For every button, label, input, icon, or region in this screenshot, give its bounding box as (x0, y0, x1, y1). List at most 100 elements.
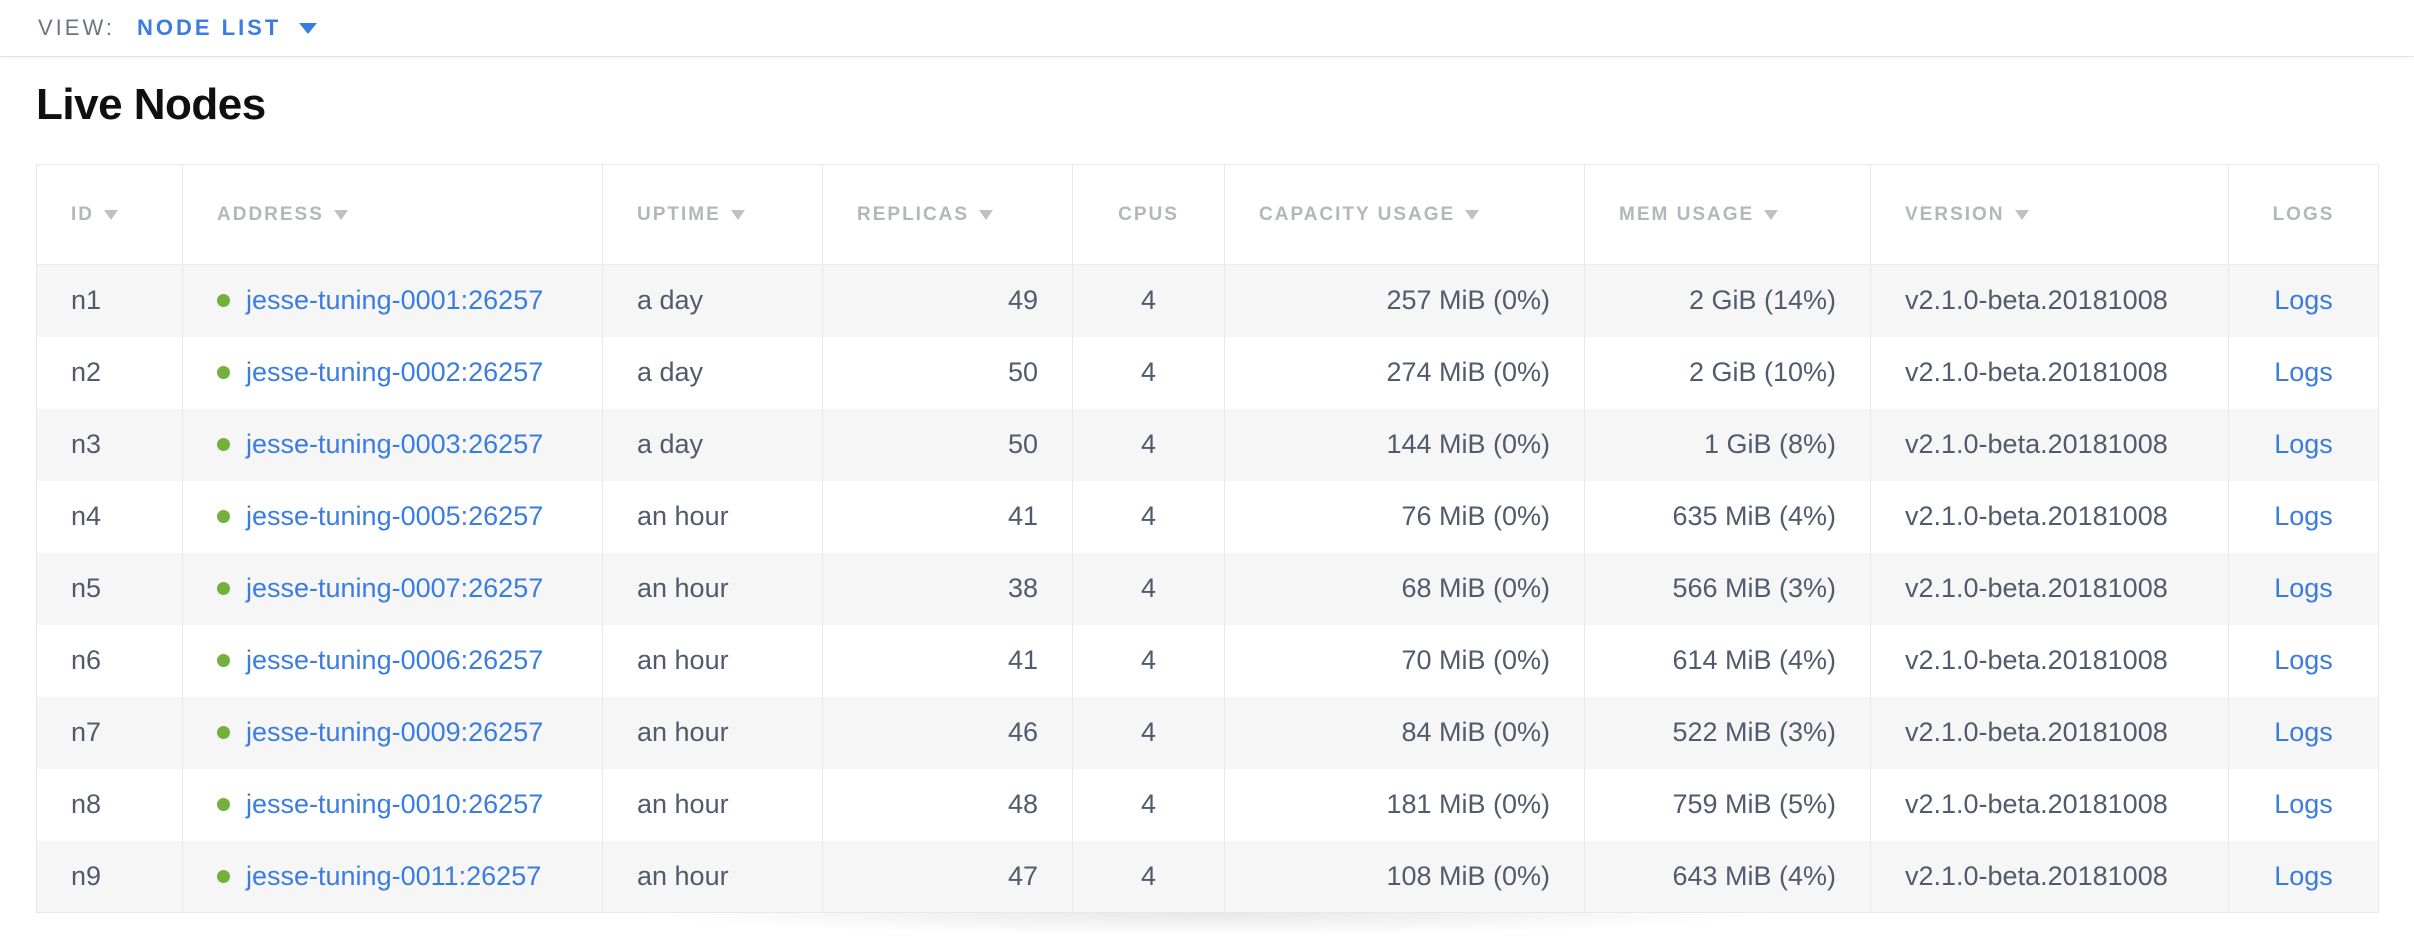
sort-desc-icon (2015, 210, 2029, 220)
cell-mem: 759 MiB (5%) (1585, 769, 1871, 841)
node-logs-link[interactable]: Logs (2274, 573, 2333, 603)
live-nodes-table: IDADDRESSUPTIME REPLICAS CPUS CAPACITY USAG… (36, 164, 2378, 913)
cell-uptime: an hour (603, 769, 823, 841)
cell-logs: Logs (2229, 337, 2379, 409)
table-row-n9: n9jesse-tuning-0011:26257an hour474108 M… (37, 841, 2379, 913)
node-address-link[interactable]: jesse-tuning-0003:26257 (246, 429, 543, 459)
cell-cpus: 4 (1073, 841, 1225, 913)
cell-capacity: 144 MiB (0%) (1225, 409, 1585, 481)
cell-address: jesse-tuning-0007:26257 (183, 553, 603, 625)
table-row-n4: n4jesse-tuning-0005:26257an hour41476 Mi… (37, 481, 2379, 553)
cell-address: jesse-tuning-0003:26257 (183, 409, 603, 481)
cell-mem: 643 MiB (4%) (1585, 841, 1871, 913)
cell-logs: Logs (2229, 769, 2379, 841)
cell-logs: Logs (2229, 625, 2379, 697)
node-address-link[interactable]: jesse-tuning-0005:26257 (246, 501, 543, 531)
cell-version: v2.1.0-beta.20181008 (1871, 769, 2229, 841)
cell-id: n7 (37, 697, 183, 769)
cell-replicas: 41 (823, 625, 1073, 697)
cell-mem: 566 MiB (3%) (1585, 553, 1871, 625)
column-header-replicas[interactable]: REPLICAS (823, 165, 1073, 265)
cell-mem: 614 MiB (4%) (1585, 625, 1871, 697)
cell-logs: Logs (2229, 553, 2379, 625)
cell-id: n8 (37, 769, 183, 841)
node-healthy-icon (217, 798, 230, 811)
column-header-logs: LOGS (2229, 165, 2379, 265)
column-header-cpus: CPUS (1073, 165, 1225, 265)
node-logs-link[interactable]: Logs (2274, 429, 2333, 459)
node-address-link[interactable]: jesse-tuning-0011:26257 (246, 861, 541, 891)
node-address-link[interactable]: jesse-tuning-0002:26257 (246, 357, 543, 387)
cell-address: jesse-tuning-0006:26257 (183, 625, 603, 697)
column-header-id[interactable]: ID (37, 165, 183, 265)
cell-version: v2.1.0-beta.20181008 (1871, 409, 2229, 481)
column-header-address[interactable]: ADDRESS (183, 165, 603, 265)
cell-id: n4 (37, 481, 183, 553)
cell-cpus: 4 (1073, 337, 1225, 409)
cell-address: jesse-tuning-0009:26257 (183, 697, 603, 769)
cell-capacity: 70 MiB (0%) (1225, 625, 1585, 697)
sort-desc-icon (1764, 210, 1778, 220)
sort-desc-icon (979, 210, 993, 220)
cell-logs: Logs (2229, 481, 2379, 553)
view-label: VIEW: (38, 15, 115, 41)
node-logs-link[interactable]: Logs (2274, 501, 2333, 531)
cell-id: n2 (37, 337, 183, 409)
sort-desc-icon (731, 210, 745, 220)
column-header-capacity[interactable]: CAPACITY USAGE (1225, 165, 1585, 265)
node-healthy-icon (217, 294, 230, 307)
view-bar: VIEW: NODE LIST (0, 0, 2414, 57)
node-address-link[interactable]: jesse-tuning-0010:26257 (246, 789, 543, 819)
column-header-version[interactable]: VERSION (1871, 165, 2229, 265)
node-logs-link[interactable]: Logs (2274, 285, 2333, 315)
cell-logs: Logs (2229, 265, 2379, 337)
node-address-link[interactable]: jesse-tuning-0009:26257 (246, 717, 543, 747)
cell-uptime: a day (603, 409, 823, 481)
cell-replicas: 49 (823, 265, 1073, 337)
cell-version: v2.1.0-beta.20181008 (1871, 697, 2229, 769)
cell-cpus: 4 (1073, 481, 1225, 553)
node-healthy-icon (217, 654, 230, 667)
node-logs-link[interactable]: Logs (2274, 357, 2333, 387)
view-selector-dropdown[interactable]: NODE LIST (137, 15, 317, 41)
table-row-n6: n6jesse-tuning-0006:26257an hour41470 Mi… (37, 625, 2379, 697)
cell-id: n9 (37, 841, 183, 913)
chevron-down-icon (299, 23, 317, 34)
table-bottom-shadow (447, 913, 1967, 946)
cell-capacity: 181 MiB (0%) (1225, 769, 1585, 841)
cell-cpus: 4 (1073, 697, 1225, 769)
node-address-link[interactable]: jesse-tuning-0001:26257 (246, 285, 543, 315)
cell-replicas: 41 (823, 481, 1073, 553)
column-header-label: REPLICAS (857, 204, 969, 225)
column-header-mem[interactable]: MEM USAGE (1585, 165, 1871, 265)
sort-desc-icon (1465, 210, 1479, 220)
cell-uptime: an hour (603, 625, 823, 697)
cell-uptime: a day (603, 265, 823, 337)
table-row-n8: n8jesse-tuning-0010:26257an hour484181 M… (37, 769, 2379, 841)
cell-uptime: an hour (603, 553, 823, 625)
cell-address: jesse-tuning-0005:26257 (183, 481, 603, 553)
cell-mem: 635 MiB (4%) (1585, 481, 1871, 553)
cell-replicas: 50 (823, 337, 1073, 409)
node-address-link[interactable]: jesse-tuning-0006:26257 (246, 645, 543, 675)
cell-version: v2.1.0-beta.20181008 (1871, 841, 2229, 913)
cell-cpus: 4 (1073, 553, 1225, 625)
cell-uptime: a day (603, 337, 823, 409)
node-address-link[interactable]: jesse-tuning-0007:26257 (246, 573, 543, 603)
cell-version: v2.1.0-beta.20181008 (1871, 625, 2229, 697)
node-logs-link[interactable]: Logs (2274, 717, 2333, 747)
cell-mem: 1 GiB (8%) (1585, 409, 1871, 481)
cell-id: n1 (37, 265, 183, 337)
column-header-label: VERSION (1905, 204, 2005, 225)
table-header-row: IDADDRESSUPTIME REPLICAS CPUS CAPACITY USAG… (37, 165, 2379, 265)
node-logs-link[interactable]: Logs (2274, 645, 2333, 675)
node-logs-link[interactable]: Logs (2274, 861, 2333, 891)
cell-address: jesse-tuning-0010:26257 (183, 769, 603, 841)
column-header-label: CAPACITY USAGE (1259, 204, 1455, 225)
column-header-uptime[interactable]: UPTIME (603, 165, 823, 265)
node-healthy-icon (217, 510, 230, 523)
node-healthy-icon (217, 870, 230, 883)
node-logs-link[interactable]: Logs (2274, 789, 2333, 819)
cell-cpus: 4 (1073, 769, 1225, 841)
cell-logs: Logs (2229, 697, 2379, 769)
